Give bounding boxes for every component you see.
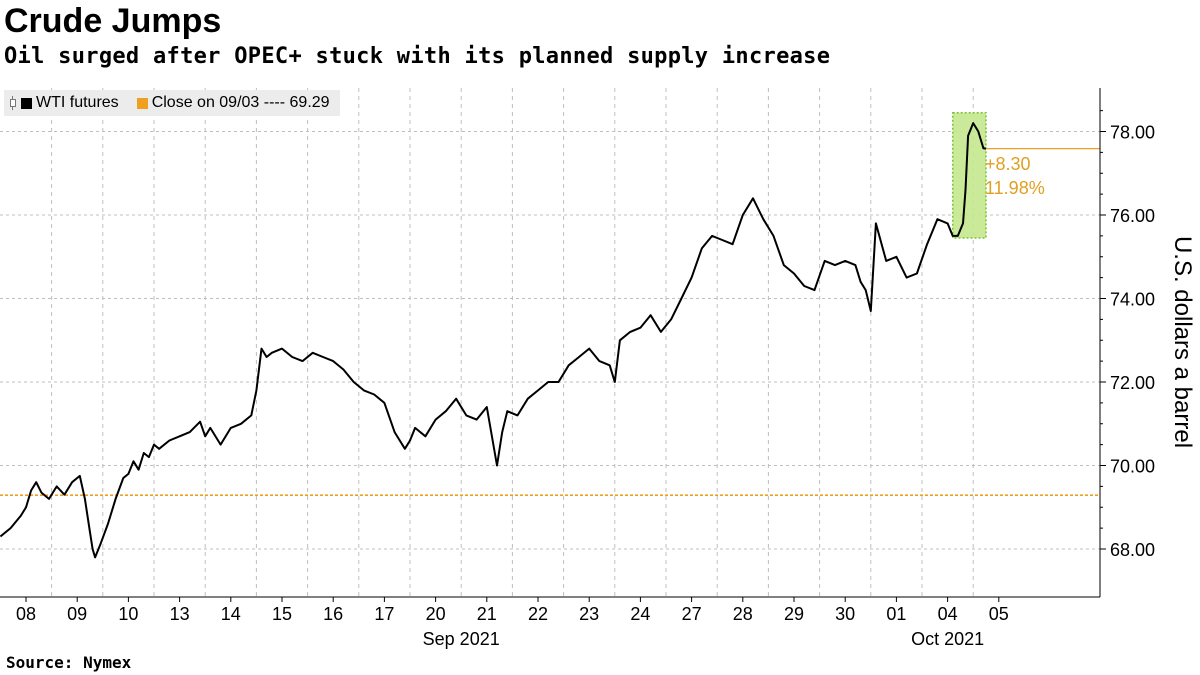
y-axis-title: U.S. dollars a barrel bbox=[1169, 236, 1196, 448]
reference-swatch bbox=[136, 97, 148, 109]
legend-label-wti: WTI futures bbox=[36, 94, 119, 111]
x-tick-label: 04 bbox=[938, 604, 958, 624]
axes: 68.00 70.00 72.00 74.00 76.00 78.00 08 09 10 13 14… bbox=[0, 88, 1155, 649]
wti-swatch bbox=[21, 97, 32, 109]
series-lines bbox=[0, 122, 987, 559]
x-group-label: Sep 2021 bbox=[423, 629, 500, 649]
chart-subtitle: Oil surged after OPEC+ stuck with its pl… bbox=[4, 44, 831, 69]
legend: WTI futures Close on 09/03 ---- 69.29 bbox=[4, 90, 340, 116]
x-tick-label: 29 bbox=[784, 604, 804, 624]
y-tick-label: 74.00 bbox=[1110, 290, 1155, 310]
y-tick-label: 68.00 bbox=[1110, 540, 1155, 560]
legend-label-reference: Close on 09/03 ---- 69.29 bbox=[151, 94, 330, 111]
x-tick-label: 15 bbox=[272, 604, 292, 624]
series-line-wti bbox=[0, 122, 987, 559]
x-tick-label: 14 bbox=[221, 604, 241, 624]
x-tick-label: 17 bbox=[374, 604, 394, 624]
change-annotation: +8.30 bbox=[985, 154, 1031, 174]
x-tick-label: 24 bbox=[630, 604, 650, 624]
chart-title: Crude Jumps bbox=[4, 2, 222, 40]
y-tick-label: 70.00 bbox=[1110, 457, 1155, 477]
legend-item-reference[interactable]: Close on 09/03 ---- 69.29 bbox=[136, 94, 330, 112]
y-tick-label: 78.00 bbox=[1110, 123, 1155, 143]
percent-annotation: 11.98% bbox=[985, 178, 1045, 198]
x-tick-label: 23 bbox=[579, 604, 599, 624]
x-tick-label: 09 bbox=[67, 604, 87, 624]
x-tick-label: 20 bbox=[426, 604, 446, 624]
x-group-label: Oct 2021 bbox=[911, 629, 984, 649]
x-tick-label: 27 bbox=[682, 604, 702, 624]
x-tick-label: 21 bbox=[477, 604, 497, 624]
x-tick-label: 30 bbox=[835, 604, 855, 624]
y-tick-label: 72.00 bbox=[1110, 373, 1155, 393]
y-tick-label: 76.00 bbox=[1110, 206, 1155, 226]
x-tick-label: 28 bbox=[733, 604, 753, 624]
source-note: Source: Nymex bbox=[6, 653, 132, 672]
x-tick-label: 01 bbox=[886, 604, 906, 624]
x-tick-label: 22 bbox=[528, 604, 548, 624]
reference-line bbox=[0, 148, 1100, 496]
gridlines bbox=[0, 88, 1100, 597]
x-tick-label: 13 bbox=[170, 604, 190, 624]
x-tick-label: 16 bbox=[323, 604, 343, 624]
x-tick-label: 08 bbox=[16, 604, 36, 624]
x-tick-label: 10 bbox=[118, 604, 138, 624]
candlestick-icon bbox=[10, 96, 16, 110]
legend-item-wti[interactable]: WTI futures bbox=[10, 94, 119, 112]
x-tick-label: 05 bbox=[989, 604, 1009, 624]
